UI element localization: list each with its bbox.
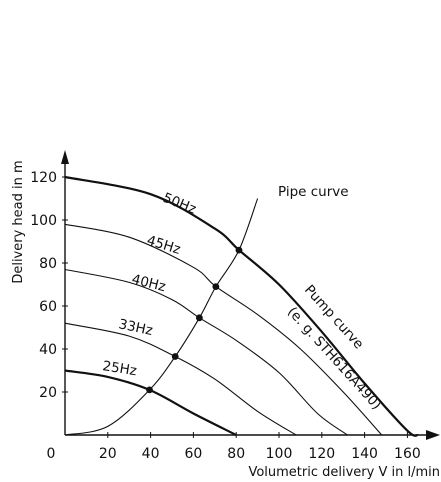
x-tick-label: 0 (47, 446, 56, 462)
operating-points (146, 246, 243, 394)
curves (64, 175, 419, 437)
y-axis-arrow-icon (61, 150, 69, 164)
axes (61, 150, 440, 440)
tick-marks (62, 176, 408, 438)
x-tick-label: 60 (184, 446, 202, 462)
x-tick-label: 20 (99, 446, 117, 462)
series-label-25hz: 25Hz (101, 358, 138, 379)
x-tick-label: 40 (142, 446, 160, 462)
x-tick-label: 80 (227, 446, 245, 462)
y-tick-label: 20 (39, 385, 57, 401)
series-label-40hz: 40Hz (130, 271, 167, 295)
series-label-50hz: 50Hz (161, 190, 199, 218)
series-label-33hz: 33Hz (117, 316, 154, 339)
series-33hz (64, 322, 297, 436)
x-axis-label: Volumetric delivery V in l/min (248, 465, 440, 480)
operating-point (171, 353, 179, 360)
y-tick-label: 80 (39, 256, 57, 272)
operating-point (146, 386, 153, 394)
y-tick-label: 100 (30, 213, 57, 229)
y-tick-label: 120 (30, 170, 57, 186)
x-axis-arrow-icon (426, 430, 440, 440)
y-tick-label: 40 (39, 342, 57, 358)
series-25hz (64, 369, 237, 436)
x-tick-label: 100 (266, 446, 293, 462)
series-label-45hz: 45Hz (145, 233, 183, 258)
pipe-curve-label: Pipe curve (278, 184, 349, 200)
y-tick-label: 60 (39, 299, 57, 315)
x-tick-label: 120 (308, 446, 335, 462)
operating-point (212, 283, 220, 291)
operating-point (235, 246, 243, 254)
series-40hz (64, 268, 348, 436)
operating-point (195, 314, 203, 322)
x-tick-label: 140 (351, 446, 378, 462)
series-45hz (64, 223, 383, 436)
x-tick-label: 160 (394, 446, 421, 462)
labels: Delivery head in m Volumetric delivery V… (11, 160, 440, 480)
y-axis-label: Delivery head in m (11, 160, 26, 283)
series-50hz (64, 175, 419, 437)
series-pipe-curve (64, 198, 259, 436)
